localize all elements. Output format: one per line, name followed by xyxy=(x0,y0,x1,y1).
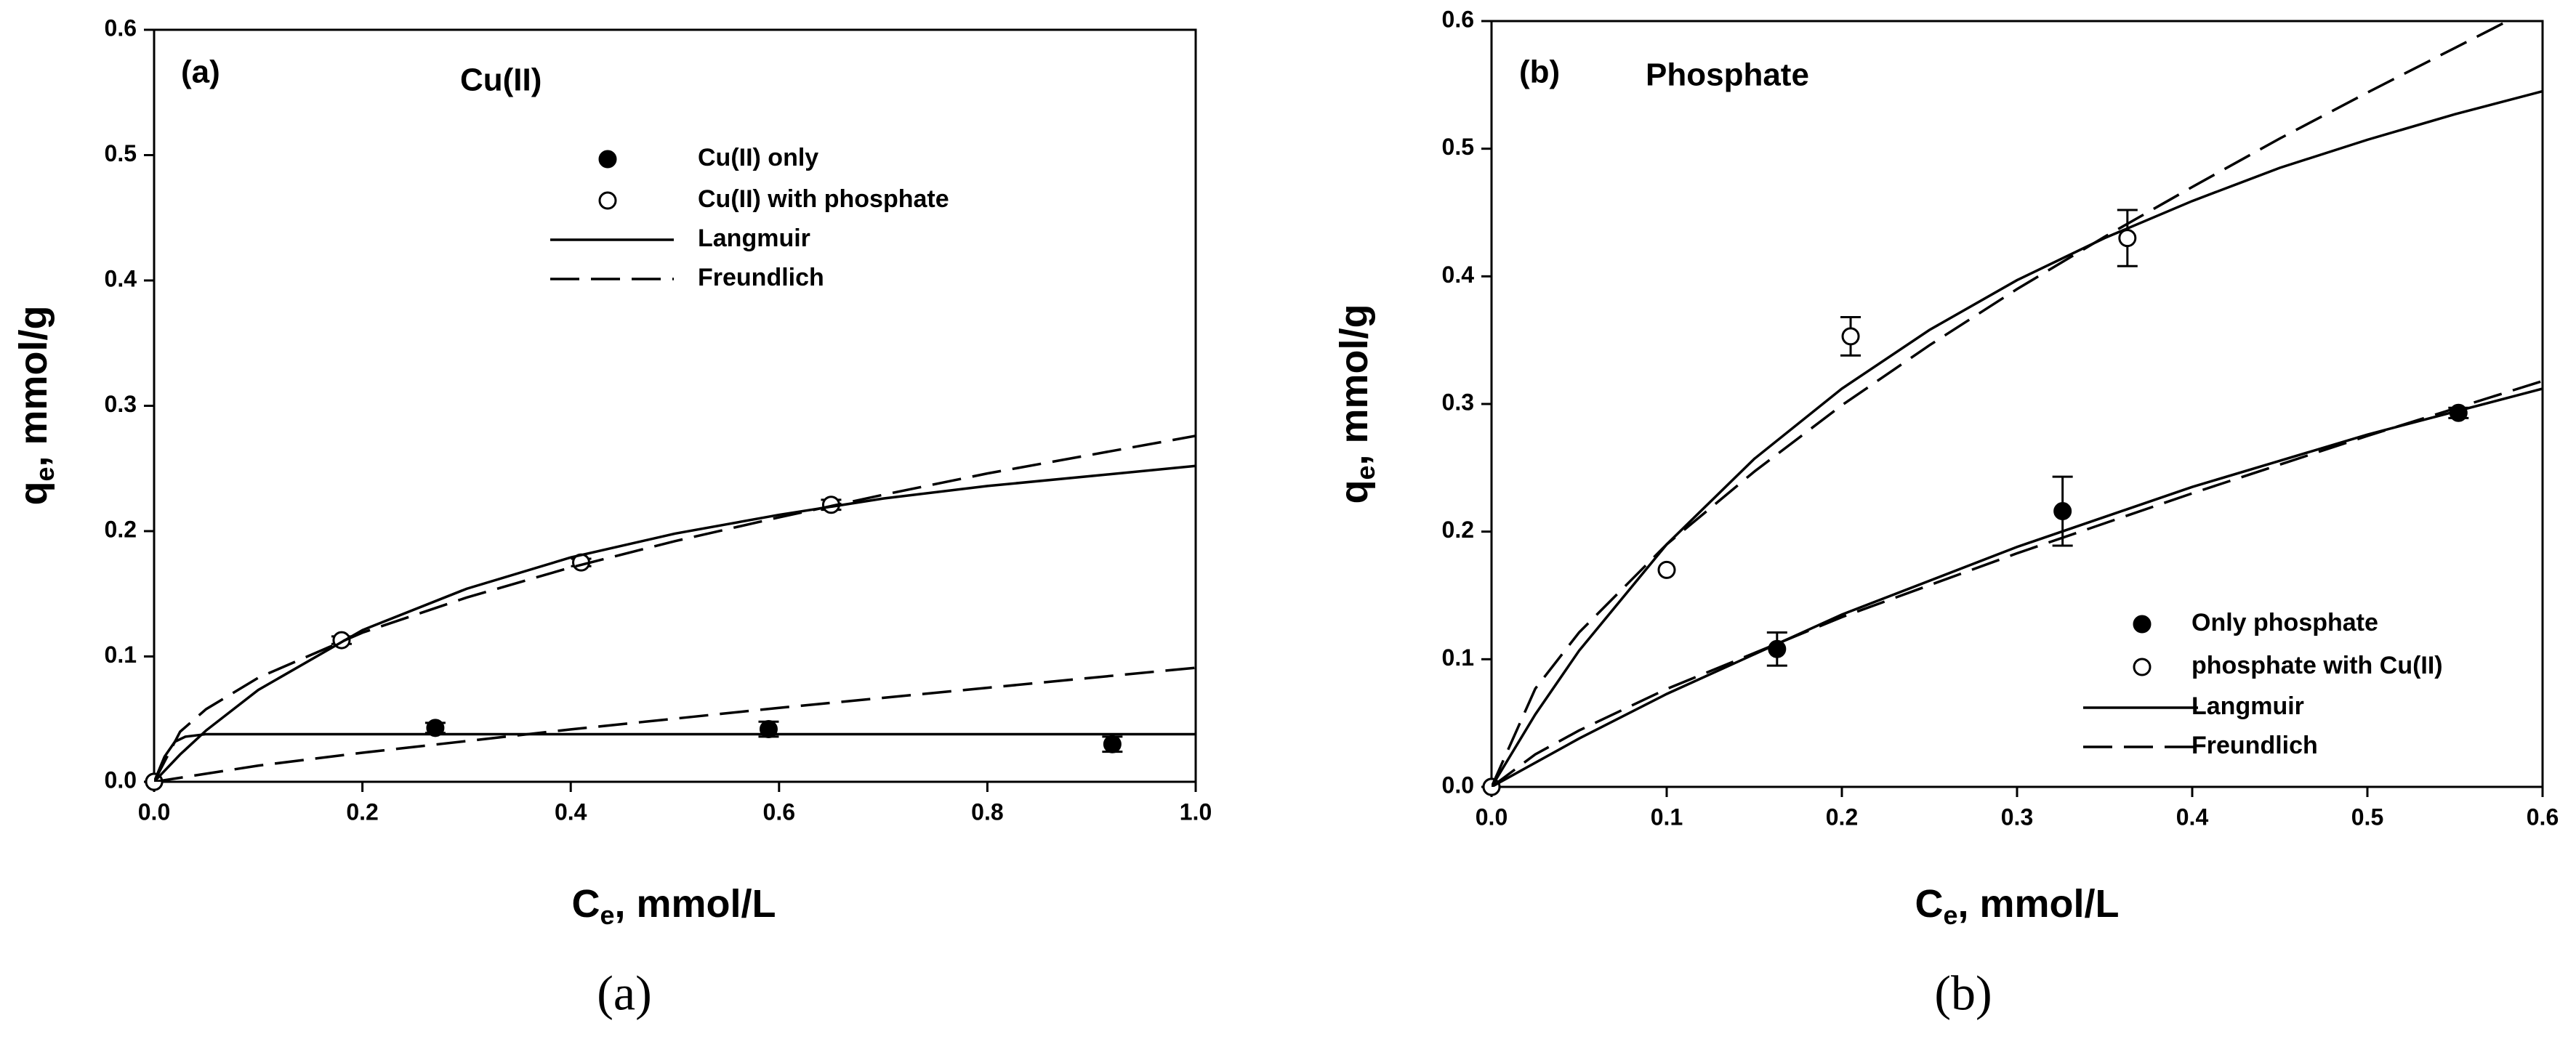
y-tick-label: 0.0 xyxy=(1442,772,1474,798)
y-tick-label: 0.3 xyxy=(1442,389,1474,415)
fit-curve xyxy=(154,464,1196,782)
y-tick-label: 0.4 xyxy=(1442,262,1475,288)
panel-label: (a) xyxy=(181,54,220,90)
panel-label: (b) xyxy=(1519,54,1560,90)
axis-label: Ce, mmol/L xyxy=(1915,882,2119,929)
axis-label-sub: e xyxy=(600,900,614,930)
caption: (b) xyxy=(1934,966,1992,1021)
fit-curve xyxy=(1492,21,2508,787)
point xyxy=(1841,327,1860,346)
axis-label-main: C xyxy=(571,882,600,926)
point xyxy=(2118,229,2137,248)
fit-curve xyxy=(1492,387,2543,787)
axis-label: qe, mmol/g xyxy=(1332,304,1380,504)
legend-label: Freundlich xyxy=(698,264,824,291)
x-tick-label: 0.1 xyxy=(1651,804,1683,830)
legend-label: Langmuir xyxy=(2191,692,2304,720)
x-tick-label: 0.4 xyxy=(555,799,587,825)
x-tick-label: 1.0 xyxy=(1180,799,1212,825)
x-tick-label: 0.0 xyxy=(138,799,170,825)
caption: (a) xyxy=(597,966,651,1021)
y-tick-label: 0.3 xyxy=(105,391,137,417)
legend-marker xyxy=(2133,658,2152,676)
axis-label-sub: e xyxy=(1943,900,1957,930)
legend-marker xyxy=(598,150,617,169)
axis-label-rest: , mmol/g xyxy=(1332,304,1376,465)
y-tick-label: 0.5 xyxy=(1442,134,1474,160)
legend-label: Freundlich xyxy=(2191,732,2318,759)
legend-marker xyxy=(598,191,617,210)
point xyxy=(1103,735,1122,753)
y-tick-label: 0.1 xyxy=(1442,644,1474,671)
axis-label: qe, mmol/g xyxy=(12,305,59,505)
axis-label-rest: , mmol/g xyxy=(12,305,55,466)
axis-label-main: q xyxy=(12,482,55,506)
axis-label-sub: e xyxy=(1351,465,1380,480)
y-tick-label: 0.1 xyxy=(105,642,137,668)
legend-label: Cu(II) with phosphate xyxy=(698,185,949,213)
y-tick-label: 0.0 xyxy=(105,767,137,793)
y-tick-label: 0.2 xyxy=(105,516,137,542)
axis-label: Ce, mmol/L xyxy=(571,882,776,929)
legend-label: Only phosphate xyxy=(2191,609,2378,636)
axis-label-main: C xyxy=(1915,882,1943,926)
chart-title: Phosphate xyxy=(1646,57,1809,93)
point xyxy=(426,719,445,737)
x-tick-label: 0.5 xyxy=(2351,804,2383,830)
legend-marker xyxy=(2133,615,2152,634)
x-tick-label: 0.8 xyxy=(971,799,1003,825)
axis-label-main: q xyxy=(1332,480,1376,504)
y-tick-label: 0.4 xyxy=(105,265,137,291)
x-tick-label: 0.2 xyxy=(346,799,378,825)
point xyxy=(1657,560,1676,579)
chart-title: Cu(II) xyxy=(460,62,542,98)
plot-frame xyxy=(153,28,1197,783)
fit-curve xyxy=(154,666,1196,782)
x-tick-label: 0.2 xyxy=(1826,804,1858,830)
point xyxy=(2053,502,2072,521)
y-tick-label: 0.6 xyxy=(1442,6,1474,32)
axis-label-rest: , mmol/L xyxy=(615,882,776,926)
x-tick-label: 0.4 xyxy=(2176,804,2209,830)
x-tick-label: 0.6 xyxy=(2527,804,2559,830)
y-tick-label: 0.5 xyxy=(105,140,137,166)
legend-label: phosphate with Cu(II) xyxy=(2191,652,2443,679)
fit-curve xyxy=(1492,89,2543,787)
x-tick-label: 0.0 xyxy=(1476,804,1508,830)
fit-curve xyxy=(154,434,1196,782)
axis-label-rest: , mmol/L xyxy=(1958,882,2120,926)
legend-label: Cu(II) only xyxy=(698,144,818,171)
legend-label: Langmuir xyxy=(698,225,810,252)
x-tick-label: 0.3 xyxy=(2001,804,2033,830)
fit-curve xyxy=(1492,379,2543,787)
y-tick-label: 0.2 xyxy=(1442,517,1474,543)
x-tick-label: 0.6 xyxy=(763,799,795,825)
axis-label-sub: e xyxy=(30,466,60,481)
fit-curve xyxy=(154,732,1196,782)
y-tick-label: 0.6 xyxy=(105,15,137,41)
